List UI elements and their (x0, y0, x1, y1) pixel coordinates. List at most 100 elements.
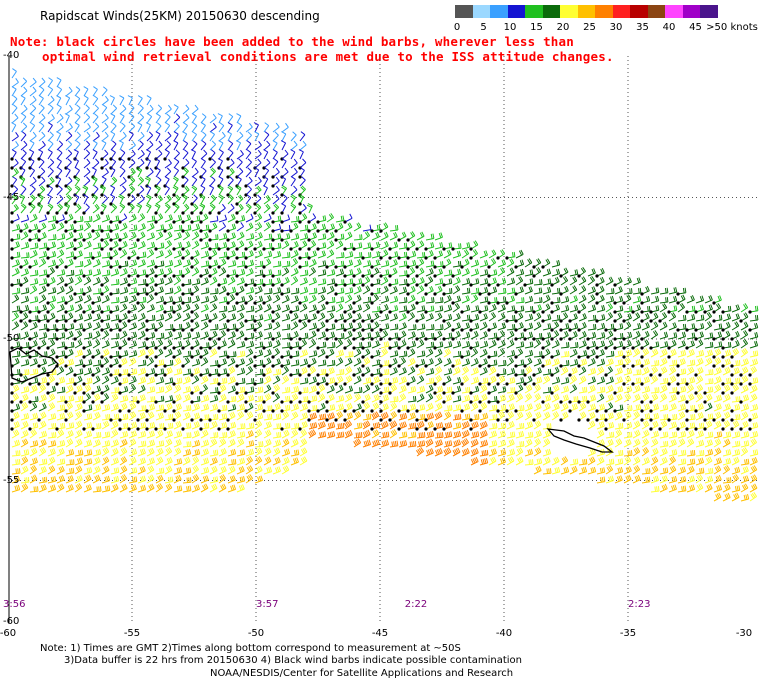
wind-barb (74, 449, 84, 457)
wind-barb (74, 95, 81, 106)
contamination-dot (379, 364, 383, 368)
legend-label: 35 (636, 22, 649, 33)
wind-barb (731, 440, 741, 448)
wind-barb (74, 349, 83, 358)
wind-barb (173, 430, 183, 439)
wind-barb (173, 458, 183, 466)
wind-barb (515, 411, 524, 421)
wind-barb (650, 375, 659, 385)
wind-barb (20, 402, 29, 412)
wind-barb (137, 312, 146, 322)
contamination-dot (406, 346, 410, 350)
contamination-dot (226, 166, 230, 170)
swath-time: 3:57 (256, 599, 279, 610)
contamination-dot (37, 175, 41, 179)
contamination-dot (271, 409, 275, 413)
legend-swatch (630, 5, 648, 18)
wind-barb (614, 393, 623, 403)
wind-barb (29, 249, 38, 259)
contamination-dot (109, 247, 113, 251)
contamination-dot (181, 247, 185, 251)
wind-barb (182, 339, 191, 349)
wind-barb (416, 440, 426, 448)
contamination-dot (667, 346, 671, 350)
wind-barb (65, 294, 74, 304)
contamination-dot (19, 319, 23, 323)
contamination-dot (235, 391, 239, 395)
wind-barb (200, 475, 209, 484)
wind-barb (145, 122, 151, 133)
wind-barb (506, 420, 515, 430)
contamination-dot (199, 238, 203, 242)
contamination-dot (406, 247, 410, 251)
wind-barb (119, 357, 128, 367)
wind-barb (235, 140, 242, 151)
wind-barb (218, 131, 226, 142)
wind-barb (236, 475, 246, 484)
contamination-dot (190, 202, 194, 206)
legend-swatch (490, 5, 508, 18)
wind-barb (155, 404, 165, 412)
wind-barb (200, 158, 206, 169)
wind-barb (191, 122, 198, 133)
contamination-dot (361, 346, 365, 350)
contamination-dot (649, 400, 653, 404)
contamination-dot (244, 409, 248, 413)
wind-barb (407, 395, 417, 403)
contamination-dot (127, 193, 131, 197)
contamination-dot (208, 247, 212, 251)
wind-barb (416, 231, 425, 241)
wind-barb (47, 448, 56, 457)
wind-barb (380, 431, 390, 439)
wind-barb (596, 456, 605, 466)
wind-barb (416, 404, 426, 412)
wind-barb (200, 483, 209, 493)
wind-barb (596, 421, 605, 430)
wind-barb (83, 216, 93, 223)
wind-barb (614, 458, 624, 466)
wind-barb (614, 276, 623, 286)
wind-barb (29, 321, 38, 331)
contamination-dot (739, 382, 743, 386)
wind-barb (569, 465, 578, 475)
wind-barb (722, 330, 731, 340)
wind-barb (740, 366, 749, 376)
wind-barb (713, 438, 722, 448)
wind-barb (749, 366, 758, 376)
wind-barb (155, 447, 164, 457)
contamination-dot (586, 355, 590, 359)
wind-barb (650, 312, 659, 322)
contamination-dot (280, 211, 284, 215)
wind-barb (83, 194, 89, 205)
wind-barb (506, 324, 516, 331)
contamination-dot (739, 400, 743, 404)
wind-barb (362, 420, 371, 430)
wind-barb (272, 466, 281, 475)
contamination-dot (523, 328, 527, 332)
wind-barb (191, 223, 201, 232)
wind-barb (650, 387, 660, 394)
wind-barb (524, 258, 533, 268)
wind-barb (65, 269, 75, 277)
contamination-dot (100, 292, 104, 296)
wind-barb (452, 285, 461, 295)
wind-barb (227, 176, 234, 187)
wind-barb (605, 458, 615, 466)
wind-barb (83, 430, 93, 439)
wind-barb (218, 140, 224, 151)
contamination-dot (91, 301, 95, 305)
contamination-dot (298, 247, 302, 251)
contamination-dot (496, 400, 500, 404)
wind-barb (218, 393, 227, 403)
wind-barb (380, 295, 390, 304)
wind-barb (20, 131, 27, 142)
wind-barb (695, 483, 704, 493)
wind-barb (11, 321, 20, 331)
contamination-dot (235, 292, 239, 296)
wind-barb (470, 431, 480, 439)
wind-barb (236, 113, 242, 124)
contamination-dot (172, 400, 176, 404)
wind-barb (101, 357, 110, 367)
wind-barb (245, 305, 255, 313)
contamination-dot (325, 328, 329, 332)
